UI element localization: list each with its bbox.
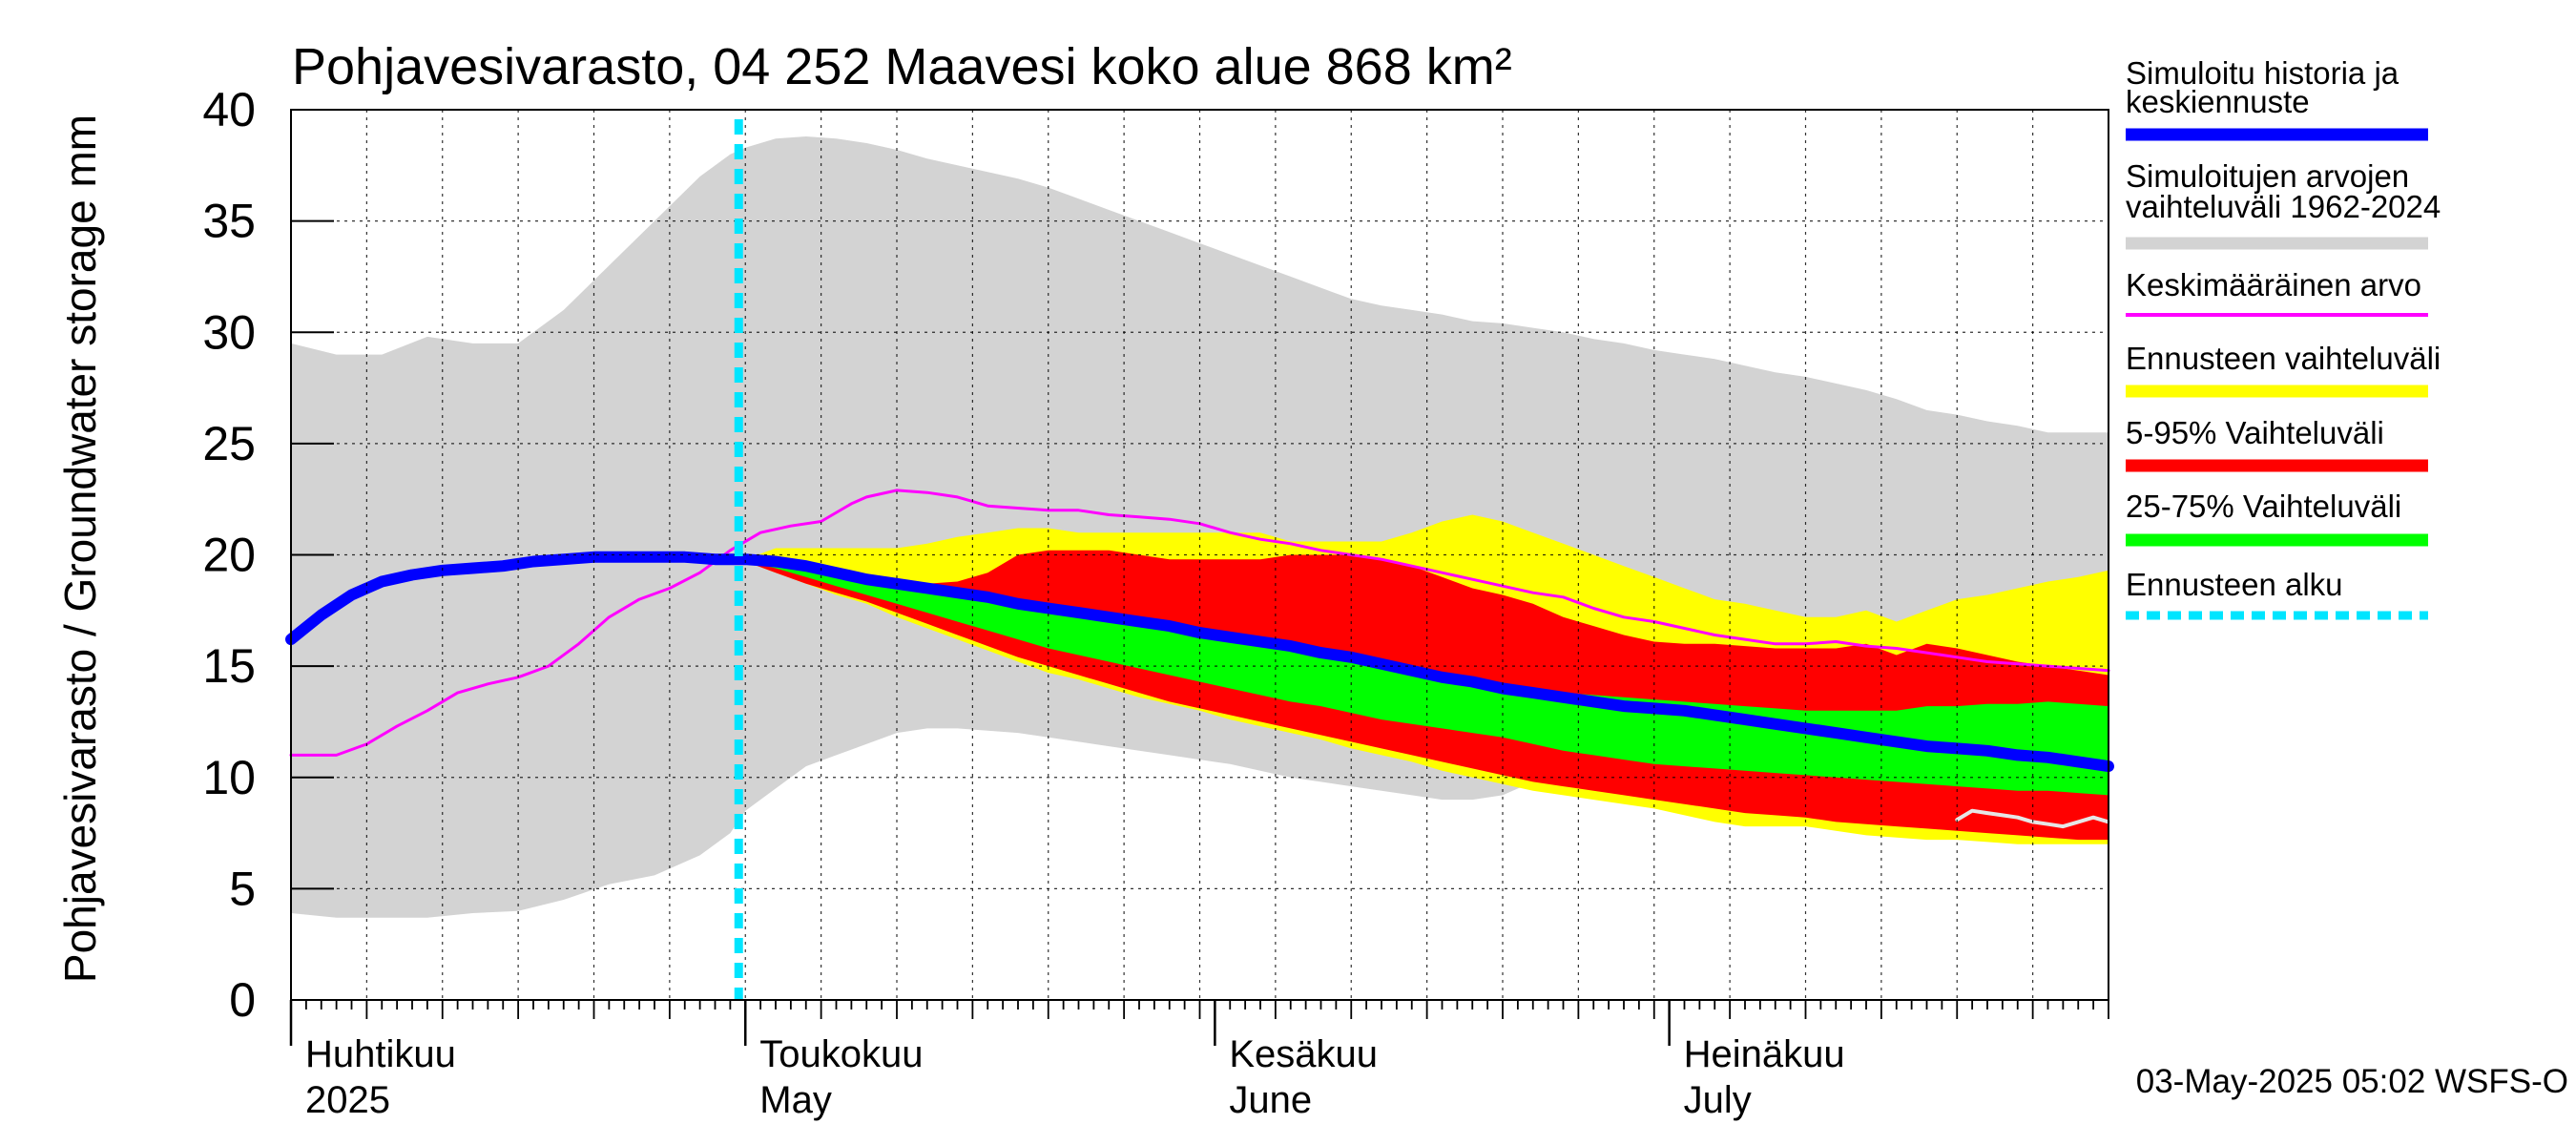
legend-label: 5-95% Vaihteluväli — [2126, 415, 2384, 450]
x-month-sublabel: June — [1229, 1079, 1312, 1121]
chart-title: Pohjavesivarasto, 04 252 Maavesi koko al… — [292, 38, 1512, 95]
x-month-label: Heinäkuu — [1684, 1033, 1845, 1075]
legend-label: Ennusteen vaihteluväli — [2126, 341, 2441, 376]
legend-label: vaihteluväli 1962-2024 — [2126, 189, 2441, 224]
y-tick-label: 35 — [202, 195, 256, 248]
y-tick-label: 25 — [202, 417, 256, 470]
x-month-sublabel: July — [1684, 1079, 1752, 1121]
legend-label: Simuloitujen arvojen — [2126, 158, 2409, 194]
x-month-sublabel: May — [759, 1079, 832, 1121]
y-tick-label: 5 — [229, 862, 256, 915]
x-month-sublabel: 2025 — [305, 1079, 390, 1121]
y-axis-label: Pohjavesivarasto / Groundwater storage m… — [55, 114, 105, 983]
y-tick-label: 15 — [202, 639, 256, 693]
y-axis: 0 5 10 15 20 25 30 35 40 — [202, 83, 334, 1027]
plot-area — [285, 109, 2114, 1001]
legend-label: 25-75% Vaihteluväli — [2126, 489, 2401, 524]
legend-label: keskiennuste — [2126, 84, 2310, 119]
legend-label: Keskimääräinen arvo — [2126, 267, 2421, 302]
legend-label: Simuloitu historia ja — [2126, 55, 2399, 91]
footer-timestamp: 03-May-2025 05:02 WSFS-O — [2136, 1063, 2568, 1100]
x-month-label: Kesäkuu — [1229, 1033, 1378, 1075]
y-tick-label: 0 — [229, 973, 256, 1027]
x-month-label: Toukokuu — [759, 1033, 923, 1075]
x-month-label: Huhtikuu — [305, 1033, 456, 1075]
legend-label: Ennusteen alku — [2126, 567, 2343, 602]
y-tick-label: 30 — [202, 305, 256, 359]
y-tick-label: 20 — [202, 529, 256, 582]
y-tick-label: 40 — [202, 83, 256, 136]
y-tick-label: 10 — [202, 751, 256, 804]
